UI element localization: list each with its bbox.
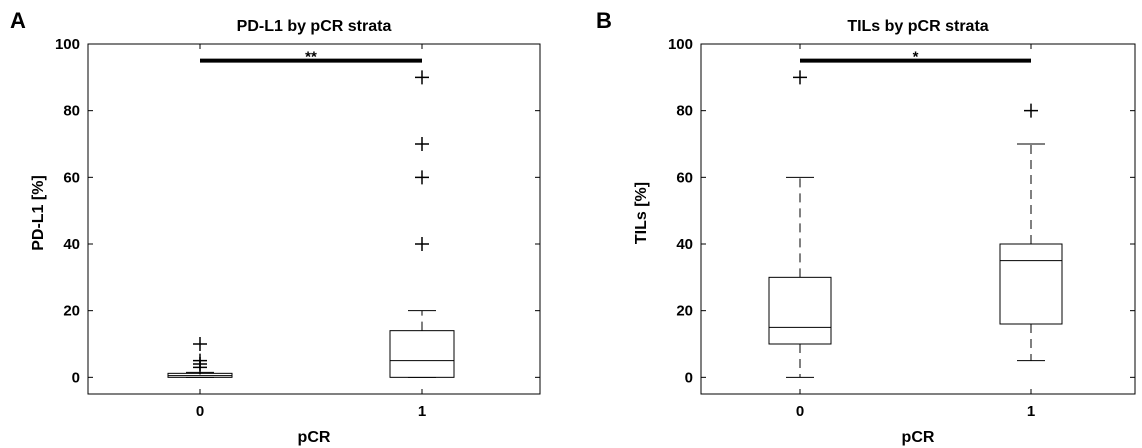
y-axis-label: PD-L1 [%] — [30, 175, 47, 251]
panel-b: B TILs by pCR strata TILs [%] pCR 0 20 40 6… — [596, 8, 1136, 446]
significance-label: * — [913, 49, 919, 66]
outlier-marker — [193, 337, 207, 351]
outlier-marker — [415, 137, 429, 151]
panel-letter: B — [596, 8, 612, 33]
y-tick-label: 20 — [676, 303, 693, 320]
outlier-marker — [415, 70, 429, 85]
x-axis-label: pCR — [902, 429, 935, 446]
y-axis-label: TILs [%] — [633, 182, 650, 244]
y-tick-label: 80 — [676, 103, 693, 120]
box-marks — [167, 70, 455, 378]
y-tick-label: 100 — [668, 36, 693, 53]
y-tick-label: 0 — [685, 369, 693, 386]
x-axis-label: pCR — [298, 429, 331, 446]
y-ticks: 0 20 40 60 80 100 — [668, 36, 1135, 386]
y-tick-label: 40 — [63, 236, 80, 253]
x-tick-label: 1 — [1027, 403, 1035, 420]
panel-a: A PD-L1 by pCR strata PD-L1 [%] pCR 0 20 4… — [10, 8, 541, 446]
y-tick-label: 60 — [676, 169, 693, 186]
box — [389, 330, 455, 378]
panel-letter: A — [10, 8, 26, 33]
outlier-marker — [193, 353, 207, 368]
chart-title: PD-L1 by pCR strata — [237, 18, 392, 35]
y-tick-label: 80 — [63, 103, 80, 120]
y-tick-label: 60 — [63, 169, 80, 186]
y-tick-label: 100 — [55, 36, 80, 53]
outlier-marker — [793, 70, 807, 85]
box — [768, 276, 832, 345]
chart-title: TILs by pCR strata — [847, 18, 988, 35]
x-tick-label: 1 — [418, 403, 426, 420]
y-tick-label: 40 — [676, 236, 693, 253]
y-ticks: 0 20 40 60 80 100 — [55, 36, 540, 386]
outlier-marker — [1024, 103, 1038, 118]
box — [999, 243, 1063, 325]
significance: ** — [200, 49, 422, 66]
box-marks — [768, 70, 1063, 378]
outlier-marker — [415, 237, 429, 251]
y-tick-label: 0 — [72, 369, 80, 386]
x-tick-label: 0 — [196, 403, 204, 420]
plot-frame — [700, 43, 1136, 395]
significance-label: ** — [305, 49, 317, 66]
plot-frame — [87, 43, 541, 395]
significance: * — [800, 49, 1031, 66]
x-tick-label: 0 — [796, 403, 804, 420]
y-tick-label: 20 — [63, 303, 80, 320]
outlier-marker — [415, 170, 429, 185]
